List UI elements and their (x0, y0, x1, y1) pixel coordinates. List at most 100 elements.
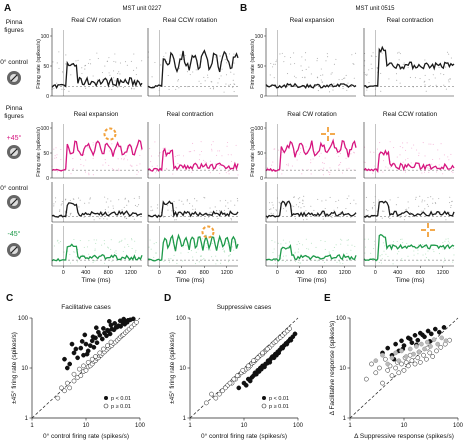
raster-dot (383, 250, 385, 252)
raster-dot (406, 242, 408, 244)
raster-dot (338, 199, 340, 201)
psth-ylabel: Firing rate (spikes/s) (250, 39, 256, 89)
raster-dot (301, 76, 303, 78)
raster-dot (228, 53, 231, 55)
raster-dot (221, 155, 223, 157)
raster-dot (234, 204, 236, 206)
raster-dot (427, 196, 429, 199)
raster-dot (418, 205, 420, 207)
scatter-title: Suppressive cases (217, 304, 272, 311)
raster-dot (333, 83, 335, 85)
raster-dot (370, 252, 372, 254)
raster-dot (194, 198, 196, 200)
raster-dot (324, 248, 326, 250)
raster-dot (324, 261, 326, 263)
raster-dot (181, 200, 183, 202)
scatter-point (234, 373, 240, 379)
raster-dot (90, 63, 92, 65)
scatter-xtick-label: 10 (401, 423, 408, 429)
raster-dot (433, 251, 435, 253)
raster-dot (340, 162, 342, 164)
raster-dot (191, 171, 193, 173)
raster-dot (272, 66, 274, 68)
raster-dot (274, 241, 276, 243)
raster-dot (333, 209, 335, 211)
raster-dot (300, 262, 302, 264)
raster-dot (318, 259, 321, 261)
raster-dot (60, 241, 62, 243)
raster-dot (136, 67, 138, 69)
psth-xtick-label: 0 (276, 270, 279, 276)
psth-panel-b-r0c0 (265, 28, 357, 97)
psth-trace (51, 243, 143, 262)
raster-dot (324, 240, 326, 243)
raster-dot (313, 209, 315, 212)
raster-dot (278, 255, 280, 257)
raster-dot (295, 77, 297, 79)
raster-dot (213, 87, 215, 89)
raster-dot (171, 210, 173, 212)
raster-dot (65, 54, 67, 56)
raster-dot (139, 154, 141, 157)
raster-dot (346, 239, 348, 241)
raster-dot (176, 262, 178, 265)
raster-dot (399, 216, 401, 219)
raster-dot (153, 256, 155, 259)
raster-dot (138, 197, 140, 199)
raster-dot (295, 204, 297, 206)
raster-dot (373, 151, 375, 153)
raster-dot (119, 240, 121, 242)
raster-dot (376, 219, 378, 221)
raster-dot (62, 71, 64, 73)
raster-dot (151, 76, 153, 78)
raster-dot (69, 262, 72, 264)
raster-dot (366, 89, 368, 91)
raster-dot (442, 242, 444, 244)
raster-dot (279, 202, 281, 204)
raster-dot (167, 209, 169, 211)
raster-dot (198, 261, 200, 263)
raster-dot (449, 78, 451, 80)
unity-line (349, 317, 459, 419)
raster-dot (150, 248, 152, 250)
psth-panel-b-r3c1 (363, 224, 455, 267)
scatter-point (85, 359, 91, 365)
raster-dot (128, 201, 130, 203)
raster-dot (321, 82, 323, 84)
raster-dot (432, 159, 434, 161)
raster-dot (159, 151, 161, 154)
raster-dot (209, 87, 211, 89)
raster-dot (316, 260, 318, 262)
raster-dot (189, 202, 191, 204)
scatter-point (417, 359, 423, 365)
raster-dot (55, 197, 57, 199)
raster-dot (427, 168, 429, 170)
psth-xtick-label: 800 (104, 270, 113, 276)
raster-dot (95, 242, 97, 244)
raster-dot (182, 260, 184, 262)
raster-dot (393, 241, 395, 243)
raster-dot (59, 210, 61, 212)
raster-dot (323, 167, 325, 169)
scatter-point (99, 336, 105, 342)
scatter-point (67, 361, 73, 367)
label-control-mid: 0° control (0, 184, 28, 192)
raster-dot (351, 54, 353, 56)
raster-dot (340, 243, 342, 245)
raster-dot (173, 200, 175, 203)
scatter-point (73, 346, 79, 352)
row-title: Real CW rotation (287, 111, 337, 118)
scatter-point (430, 354, 436, 359)
scatter-point (82, 332, 88, 338)
psth-xtick-label: 0 (158, 270, 161, 276)
raster-dot (339, 216, 342, 218)
raster-dot (79, 240, 81, 242)
raster-dot (428, 143, 430, 145)
scatter-point (274, 352, 279, 358)
raster-dot (204, 197, 206, 199)
raster-dot (75, 60, 77, 62)
raster-dot (373, 202, 375, 204)
scatter-point (396, 358, 402, 364)
raster-dot (224, 59, 226, 61)
raster-dot (418, 152, 420, 154)
